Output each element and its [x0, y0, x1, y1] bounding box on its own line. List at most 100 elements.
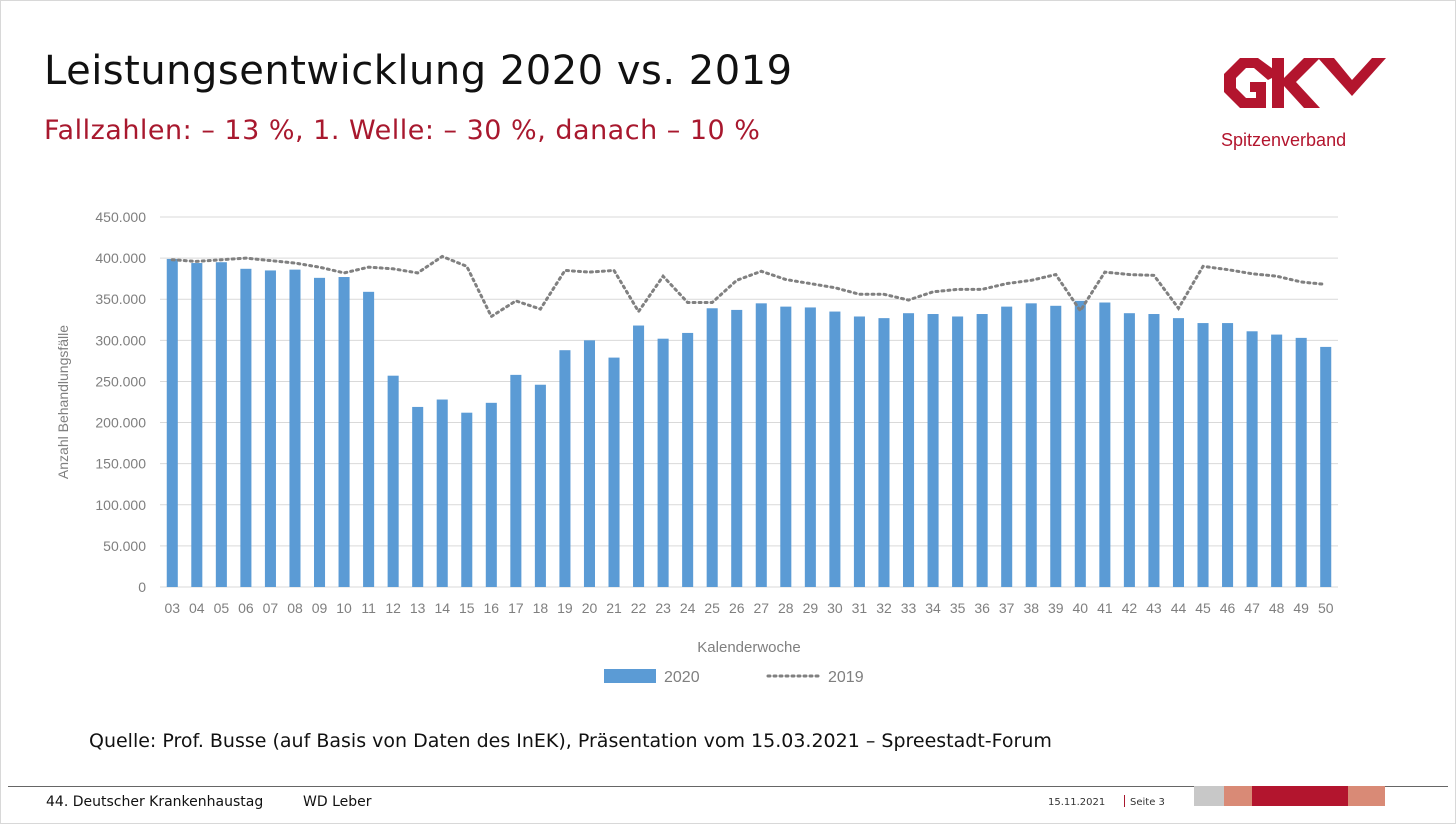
x-tick-label: 14 [434, 600, 450, 616]
x-tick-label: 45 [1195, 600, 1211, 616]
x-tick-label: 41 [1097, 600, 1113, 616]
bar-2020 [633, 325, 645, 587]
bar-2020 [363, 291, 375, 587]
bar-2020 [166, 258, 178, 587]
legend-label-2019: 2019 [828, 669, 864, 686]
x-tick-label: 16 [484, 600, 500, 616]
bar-2020 [1320, 346, 1332, 587]
bar-2020 [338, 277, 350, 587]
x-tick-label: 27 [753, 600, 769, 616]
chart-svg: 0 50.000 100.000 150.000 200.000 250.000 300.0… [55, 209, 1338, 686]
x-tick-label: 22 [631, 600, 647, 616]
legend-swatch-2020 [604, 669, 656, 683]
x-tick-label: 50 [1318, 600, 1334, 616]
logo-letter-k [1272, 58, 1320, 108]
bar-2020 [583, 340, 596, 587]
y-tick-label: 450.000 [95, 209, 146, 225]
bar-2020 [902, 313, 915, 587]
bar-2020 [559, 350, 571, 587]
footer-author: WD Leber [303, 794, 372, 810]
bar-2020 [780, 306, 792, 587]
bar-2020 [731, 309, 743, 587]
stripe-red [1252, 786, 1348, 806]
y-tick-label: 50.000 [103, 538, 146, 554]
y-tick-label: 350.000 [95, 291, 146, 307]
x-tick-label: 15 [459, 600, 475, 616]
x-tick-label: 35 [950, 600, 966, 616]
bar-2020 [608, 357, 620, 587]
bar-2020 [1074, 300, 1086, 587]
bar-2020 [657, 338, 669, 587]
bar-2020 [240, 268, 252, 587]
footer-event: 44. Deutscher Krankenhaustag [46, 794, 264, 810]
x-tick-label: 06 [238, 600, 254, 616]
x-tick-label: 46 [1220, 600, 1236, 616]
bar-2020 [682, 332, 694, 587]
bar-2020 [927, 314, 939, 587]
x-tick-label: 03 [164, 600, 180, 616]
bar-2020 [1148, 314, 1160, 587]
logo-subtitle: Spitzenverband [1221, 130, 1347, 150]
bar-2020 [510, 374, 522, 587]
x-tick-label: 48 [1269, 600, 1285, 616]
logo-letter-v [1318, 58, 1386, 96]
bar-2020 [1172, 318, 1185, 587]
x-tick-label: 11 [361, 600, 376, 616]
x-tick-label: 37 [999, 600, 1015, 616]
bar-2020 [215, 262, 227, 587]
y-tick-label: 400.000 [95, 250, 146, 266]
bar-2020 [1295, 337, 1307, 587]
bar-2020 [1197, 323, 1209, 587]
slide-title: Leistungsentwicklung 2020 vs. 2019 [44, 48, 793, 94]
x-tick-label: 44 [1171, 600, 1187, 616]
x-axis-label: Kalenderwoche [697, 639, 800, 656]
bar-2020 [485, 402, 497, 587]
stripe-salmon-2 [1348, 786, 1385, 806]
y-tick-label: 0 [138, 579, 146, 595]
x-tick-label: 08 [287, 600, 303, 616]
bar-2020 [1025, 303, 1037, 587]
bar-2020 [1222, 323, 1234, 587]
x-tick-label: 07 [263, 600, 279, 616]
x-tick-label: 10 [336, 600, 352, 616]
line-2019 [170, 254, 1328, 319]
bar-2020 [436, 399, 448, 587]
x-tick-label: 36 [974, 600, 990, 616]
x-tick-label: 34 [925, 600, 941, 616]
bar-2020 [1001, 306, 1013, 587]
stripe-grey [1194, 786, 1224, 806]
x-tick-label: 33 [901, 600, 917, 616]
footer-page-number: Seite 3 [1130, 797, 1165, 808]
bar-2020 [191, 263, 203, 587]
x-tick-label: 28 [778, 600, 794, 616]
x-tick-label: 17 [508, 600, 524, 616]
y-axis-label: Anzahl Behandlungsfälle [55, 325, 71, 479]
x-tick-label: 04 [189, 600, 205, 616]
y-tick-label: 300.000 [95, 332, 146, 348]
bar-2020 [461, 412, 473, 587]
x-tick-label: 47 [1244, 600, 1260, 616]
bar-2020 [1123, 313, 1135, 587]
x-tick-label: 23 [655, 600, 671, 616]
y-tick-label: 200.000 [95, 415, 146, 431]
x-tick-label: 49 [1293, 600, 1309, 616]
gkv-logo [1224, 58, 1386, 108]
footer-divider [8, 786, 1448, 787]
bar-2020 [829, 311, 841, 587]
y-tick-label: 150.000 [95, 456, 146, 472]
bar-2020 [289, 269, 301, 587]
bar-2020 [1246, 331, 1258, 587]
x-tick-label: 31 [852, 600, 868, 616]
x-tick-label: 42 [1122, 600, 1138, 616]
x-tick-label: 39 [1048, 600, 1064, 616]
x-tick-label: 20 [582, 600, 598, 616]
x-tick-label: 30 [827, 600, 843, 616]
bar-2020 [1099, 302, 1111, 587]
chart-area: 0 50.000 100.000 150.000 200.000 250.000 300.0… [42, 192, 1352, 697]
bar-2020 [1050, 305, 1062, 587]
bar-2020 [313, 277, 326, 587]
x-tick-label: 21 [606, 600, 622, 616]
bar-2020 [952, 316, 964, 587]
x-tick-label: 13 [410, 600, 426, 616]
footer-date: 15.11.2021 [1048, 797, 1106, 808]
